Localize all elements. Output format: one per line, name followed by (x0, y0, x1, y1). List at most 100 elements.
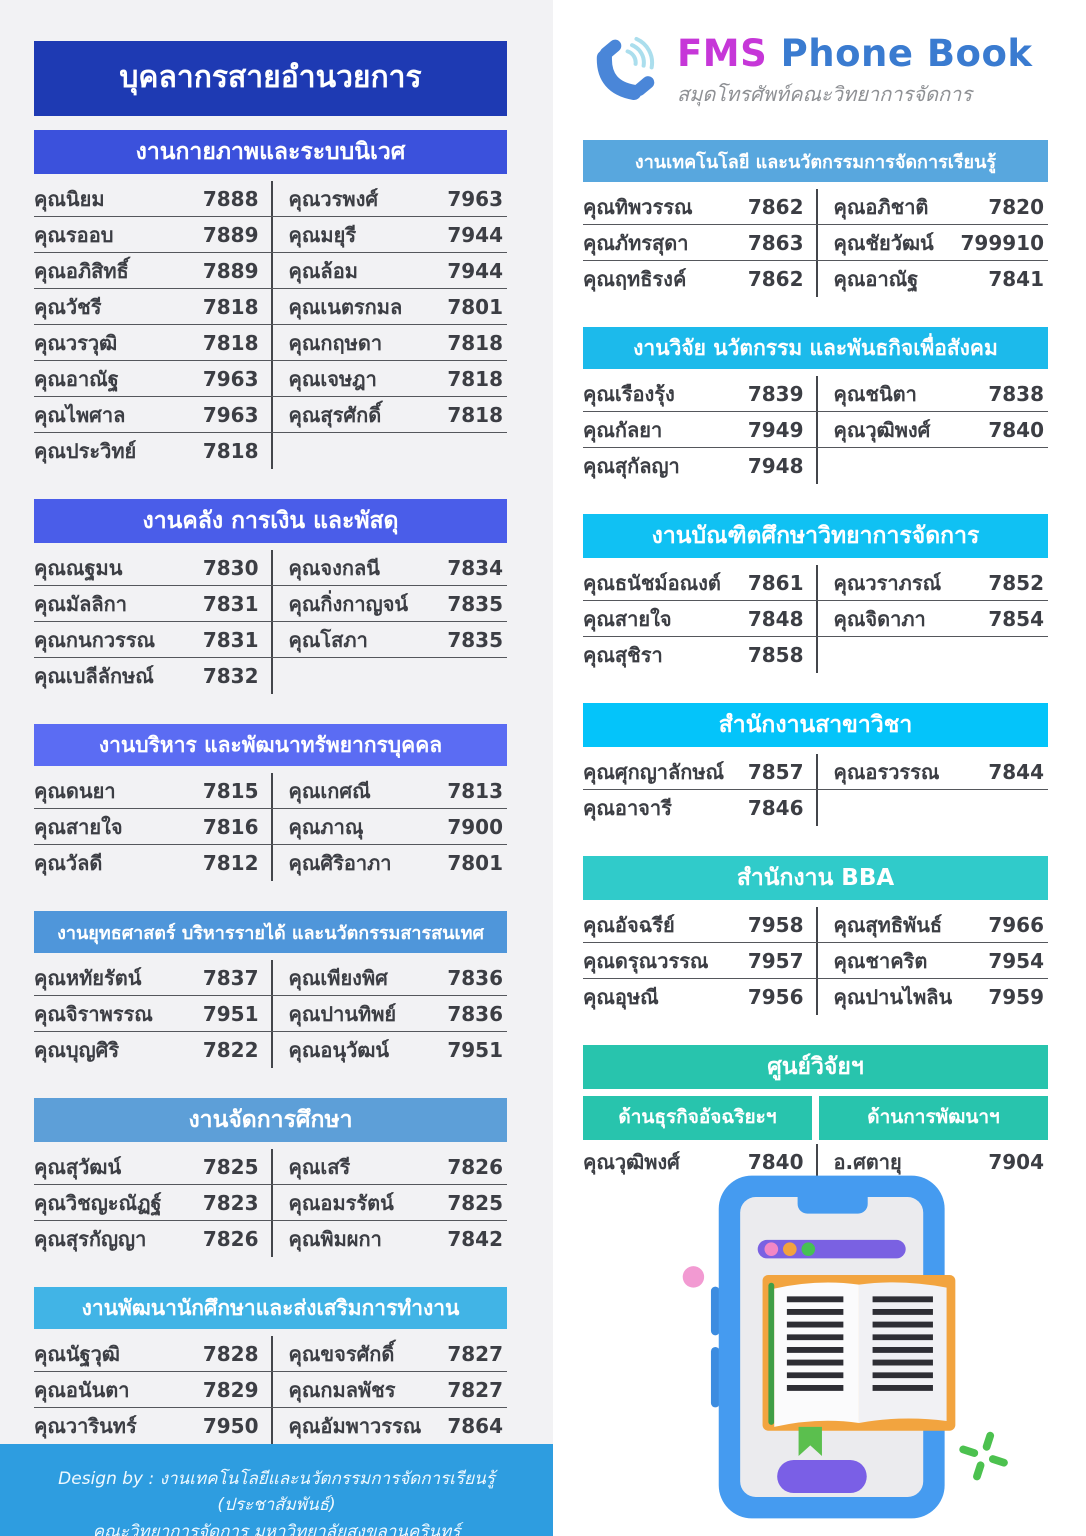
person-name: คุณสายใจ (583, 606, 672, 631)
table-row: คุณดรุณวรรณ 7957 คุณชาคริต 7954 (583, 943, 1048, 979)
extension-number: 7827 (447, 1341, 503, 1366)
table-row: คุณเรืองรุ้ง 7839 คุณชนิตา 7838 (583, 376, 1048, 412)
section-header: งานกายภาพและระบบนิเวศ (34, 130, 507, 174)
extension-number: 7950 (202, 1414, 259, 1438)
entry-right: คุณจงกลนี 7834 (270, 550, 508, 585)
person-name: คุณจิราพรรณ (34, 1001, 153, 1026)
person-name: คุณนิยม (34, 186, 105, 211)
extension-number: 7848 (747, 606, 804, 631)
entry-right: คุณอนุวัฒน์ 7951 (270, 1032, 508, 1068)
table-row: คุณวัชรี 7818 คุณเนตรกมล 7801 (34, 289, 507, 325)
extension-number: 7861 (747, 570, 804, 595)
entry-left: คุณสายใจ 7848 (583, 601, 816, 636)
section-header: ศูนย์วิจัยฯ (583, 1045, 1048, 1089)
table-row: คุณกัลยา 7949 คุณวุฒิพงศ์ 7840 (583, 412, 1048, 448)
person-name: คุณนัฐวุฒิ (34, 1341, 120, 1366)
table-row: คุณสายใจ 7816 คุณภาณุ 7900 (34, 809, 507, 845)
entry-right: คุณวุฒิพงศ์ 7840 (815, 412, 1049, 447)
person-name: คุณชัยวัฒน์ (833, 230, 934, 255)
entry-right: คุณอัมพาวรรณ 7864 (270, 1408, 508, 1444)
person-name: คุณอัจฉรีย์ (583, 912, 675, 937)
person-name: คุณเรืองรุ้ง (583, 381, 675, 406)
extension-number: 799910 (960, 230, 1045, 255)
entry-right: คุณอรวรรณ 7844 (815, 754, 1049, 789)
table-row: คุณอุษณี 7956 คุณปานไพลิน 7959 (583, 979, 1048, 1015)
table-row: คุณทิพวรรณ 7862 คุณอภิชาติ 7820 (583, 189, 1048, 225)
entry-right: คุณอาณัฐ 7841 (815, 261, 1049, 297)
phone-icon (596, 36, 655, 100)
table-row: คุณภัทรสุดา 7863 คุณชัยวัฒน์ 799910 (583, 225, 1048, 261)
extension-number: 7830 (202, 555, 259, 580)
right-panel: FMS Phone Book สมุดโทรศัพท์คณะวิทยาการจั… (553, 0, 1086, 1536)
entry-right: อ.ศตายุ 7904 (815, 1144, 1049, 1180)
left-sections: งานกายภาพและระบบนิเวศ คุณนิยม 7888 คุณวรพงศ… (34, 116, 507, 1444)
extension-number: 7963 (202, 366, 259, 391)
person-name: คุณดรุณวรรณ (583, 948, 709, 973)
phone-table: คุณเรืองรุ้ง 7839 คุณชนิตา 7838 คุณกัลยา 7949… (583, 376, 1048, 484)
entry-left: คุณสุชิรา 7858 (583, 637, 816, 673)
phone-table: คุณดนยา 7815 คุณเกศณี 7813 คุณสายใจ 7816 คุณภา… (34, 773, 507, 881)
extension-number: 7963 (447, 186, 503, 211)
table-row: คุณนิยม 7888 คุณวรพงศ์ 7963 (34, 181, 507, 217)
person-name: คุณวิชญะณัฏฐ์ (34, 1190, 162, 1215)
person-name: คุณวัชรี (34, 294, 102, 319)
person-name: คุณสุทธิพันธ์ (833, 912, 943, 937)
entry-right: คุณล้อม 7944 (270, 253, 508, 288)
person-name: คุณกมลพัชร (288, 1377, 396, 1402)
extension-number: 7864 (447, 1414, 503, 1438)
table-row: คุณธนัชม์อณงต์ 7861 คุณวราภรณ์ 7852 (583, 565, 1048, 601)
table-row: คุณหทัยรัตน์ 7837 คุณเพียงพิศ 7836 (34, 960, 507, 996)
extension-number: 7801 (447, 851, 503, 875)
entry-left: คุณอภิสิทธิ์ 7889 (34, 253, 271, 288)
person-name: คุณอนันตา (34, 1377, 130, 1402)
entry-left: คุณหทัยรัตน์ 7837 (34, 960, 271, 995)
table-row: คุณจิราพรรณ 7951 คุณปานทิพย์ 7836 (34, 996, 507, 1032)
extension-number: 7818 (447, 402, 503, 427)
person-name: คุณกิ่งกาญจน์ (288, 591, 409, 616)
section-1: งานวิจัย นวัตกรรม และพันธกิจเพื่อสังคมคุ… (583, 327, 1048, 484)
person-name: คุณล้อม (288, 258, 358, 283)
entry-left: คุณกนกวรรณ 7831 (34, 622, 271, 657)
entry-left: คุณสุวัฒน์ 7825 (34, 1149, 271, 1184)
extension-number: 7857 (747, 759, 804, 784)
person-name: คุณวรพงศ์ (288, 186, 379, 211)
extension-number: 7951 (202, 1001, 259, 1026)
person-name: คุณณฐมน (34, 555, 123, 580)
person-name: คุณกฤษดา (288, 330, 383, 355)
person-name: คุณอาณัฐ (833, 267, 919, 291)
extension-number: 7863 (747, 230, 804, 255)
footer-credit-line1: Design by : งานเทคโนโลยีและนวัตกรรมการจั… (58, 1469, 495, 1516)
extension-number: 7957 (747, 948, 804, 973)
brand: FMS Phone Book (677, 32, 1032, 75)
extension-number: 7822 (202, 1038, 259, 1062)
extension-number: 7827 (447, 1377, 503, 1402)
extension-number: 7801 (447, 294, 503, 319)
brand-fms: FMS (677, 32, 768, 75)
table-row: คุณสายใจ 7848 คุณจิดาภา 7854 (583, 601, 1048, 637)
extension-number: 7816 (202, 814, 259, 839)
person-name: คุณศิริอาภา (288, 851, 392, 875)
entry-left: คุณวิชญะณัฏฐ์ 7823 (34, 1185, 271, 1220)
person-name: คุณปานไพลิน (833, 985, 953, 1009)
extension-number: 7831 (202, 627, 259, 652)
entry-left: คุณกัลยา 7949 (583, 412, 816, 447)
page-title: บุคลากรสายอำนวยการ (34, 41, 507, 116)
entry-left: คุณอนันตา 7829 (34, 1372, 271, 1407)
entry-right: คุณเกศณี 7813 (270, 773, 508, 808)
subsection-headers: ด้านธุรกิจอัจฉริยะฯ ด้านการพัฒนาฯ (583, 1096, 1048, 1140)
section-header: งานวิจัย นวัตกรรม และพันธกิจเพื่อสังคม (583, 327, 1048, 369)
person-name: คุณวุฒิพงศ์ (833, 417, 931, 442)
entry-left: คุณประวิทย์ 7818 (34, 433, 271, 469)
entry-right: คุณสุรศักดิ์ 7818 (270, 397, 508, 432)
logo-subtitle: สมุดโทรศัพท์คณะวิทยาการจัดการ (677, 82, 973, 106)
person-name: คุณเบลีลักษณ์ (34, 664, 154, 688)
entry-left: คุณสุกัลญา 7948 (583, 448, 816, 484)
entry-left: คุณดนยา 7815 (34, 773, 271, 808)
table-row: คุณมัลลิกา 7831 คุณกิ่งกาญจน์ 7835 (34, 586, 507, 622)
person-name: คุณเพียงพิศ (288, 965, 388, 990)
extension-number: 7836 (447, 965, 503, 990)
extension-number: 7836 (447, 1001, 503, 1026)
person-name: คุณวัลดี (34, 851, 103, 875)
person-name: คุณอมรรัตน์ (288, 1190, 394, 1215)
